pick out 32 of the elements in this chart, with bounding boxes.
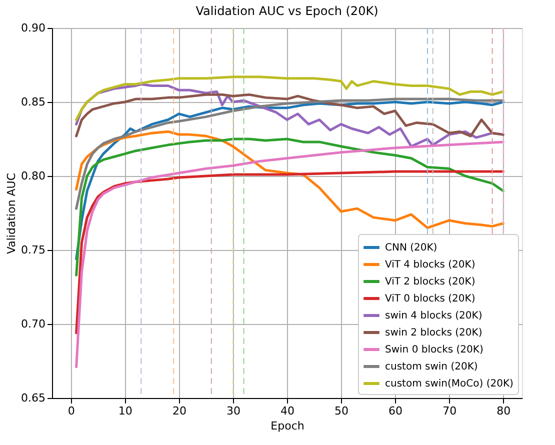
- legend-label: CNN (20K): [385, 242, 438, 254]
- x-tick-label: 10: [118, 404, 132, 418]
- x-tick-label: 50: [334, 404, 349, 418]
- legend-label: ViT 4 blocks (20K): [385, 260, 476, 270]
- y-tick-label: 0.75: [21, 244, 46, 256]
- y-tick-label: 0.90: [21, 22, 46, 34]
- y-tick-label: 0.80: [21, 170, 46, 182]
- legend-label: swin 4 blocks (20K): [385, 310, 482, 322]
- chart-title: Validation AUC vs Epoch (20K): [196, 4, 378, 18]
- line-series: [75, 130, 504, 230]
- x-tick-label: 20: [172, 404, 186, 418]
- x-tick-label: 0: [68, 404, 75, 418]
- legend-label: custom swin(MoCo) (20K): [385, 378, 514, 390]
- y-tick-label: 0.70: [21, 318, 46, 330]
- x-axis-title: Epoch: [270, 420, 304, 432]
- line-series: [75, 93, 504, 138]
- legend-label: custom swin (20K): [385, 362, 478, 372]
- legend-label: ViT 0 blocks (20K): [385, 294, 476, 304]
- x-tick-label: 70: [442, 404, 457, 418]
- x-tick-label: 80: [496, 404, 511, 418]
- legend-label: ViT 2 blocks (20K): [385, 276, 476, 288]
- legend-label: Swin 0 blocks (20K): [385, 344, 484, 356]
- y-tick-label: 0.65: [21, 392, 46, 404]
- y-axis-title: Validation AUC: [5, 172, 18, 254]
- line-series: [75, 76, 504, 122]
- legend-label: swin 2 blocks (20K): [385, 328, 482, 338]
- y-tick-label: 0.85: [21, 96, 46, 108]
- x-tick-label: 40: [280, 404, 294, 418]
- x-tick-label: 30: [226, 404, 240, 418]
- line-series: [75, 138, 504, 276]
- line-series: [75, 98, 504, 210]
- x-tick-label: 60: [388, 404, 403, 418]
